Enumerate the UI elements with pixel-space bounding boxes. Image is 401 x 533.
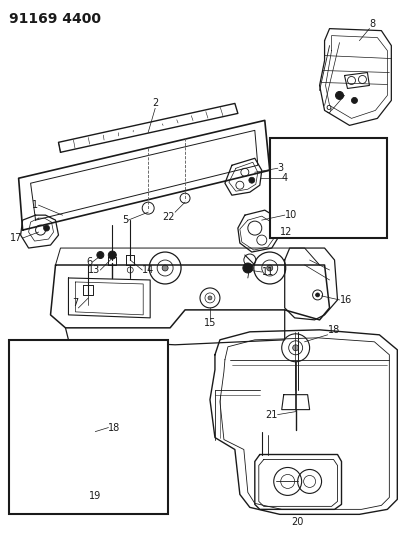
- Text: 91169 4400: 91169 4400: [9, 12, 101, 26]
- Text: 18: 18: [328, 325, 340, 335]
- Text: 9: 9: [326, 106, 332, 116]
- Circle shape: [293, 345, 299, 351]
- Text: 13: 13: [88, 265, 100, 275]
- Text: 19: 19: [89, 491, 101, 502]
- Text: 12: 12: [280, 227, 292, 237]
- Circle shape: [127, 267, 133, 273]
- Circle shape: [243, 263, 253, 273]
- Circle shape: [267, 265, 273, 271]
- Text: 4: 4: [282, 173, 288, 183]
- Text: 20: 20: [292, 518, 304, 527]
- Circle shape: [208, 296, 212, 300]
- Text: 16: 16: [340, 295, 352, 305]
- Text: 11: 11: [262, 267, 274, 277]
- Circle shape: [49, 383, 57, 391]
- Circle shape: [97, 252, 104, 259]
- Text: 6: 6: [86, 257, 92, 267]
- Text: 3: 3: [278, 163, 284, 173]
- Text: 14: 14: [142, 265, 154, 275]
- Circle shape: [344, 172, 350, 178]
- Text: 1: 1: [32, 200, 38, 210]
- Text: 7: 7: [72, 298, 79, 308]
- Text: 2: 2: [152, 99, 158, 108]
- Text: 18: 18: [108, 423, 121, 433]
- Circle shape: [249, 177, 255, 183]
- Circle shape: [162, 265, 168, 271]
- Circle shape: [73, 394, 83, 405]
- Text: 21: 21: [265, 410, 278, 419]
- Text: 10: 10: [285, 210, 297, 220]
- Bar: [9, 340, 168, 514]
- Circle shape: [108, 251, 116, 259]
- Text: 22: 22: [162, 212, 175, 222]
- Circle shape: [336, 92, 344, 100]
- Circle shape: [44, 225, 50, 231]
- Circle shape: [316, 293, 320, 297]
- Circle shape: [322, 165, 328, 171]
- Circle shape: [351, 98, 357, 103]
- Bar: [270, 139, 387, 238]
- Text: 8: 8: [369, 19, 376, 29]
- Text: 15: 15: [204, 318, 216, 328]
- Text: 17: 17: [10, 233, 22, 243]
- Text: 5: 5: [122, 215, 128, 225]
